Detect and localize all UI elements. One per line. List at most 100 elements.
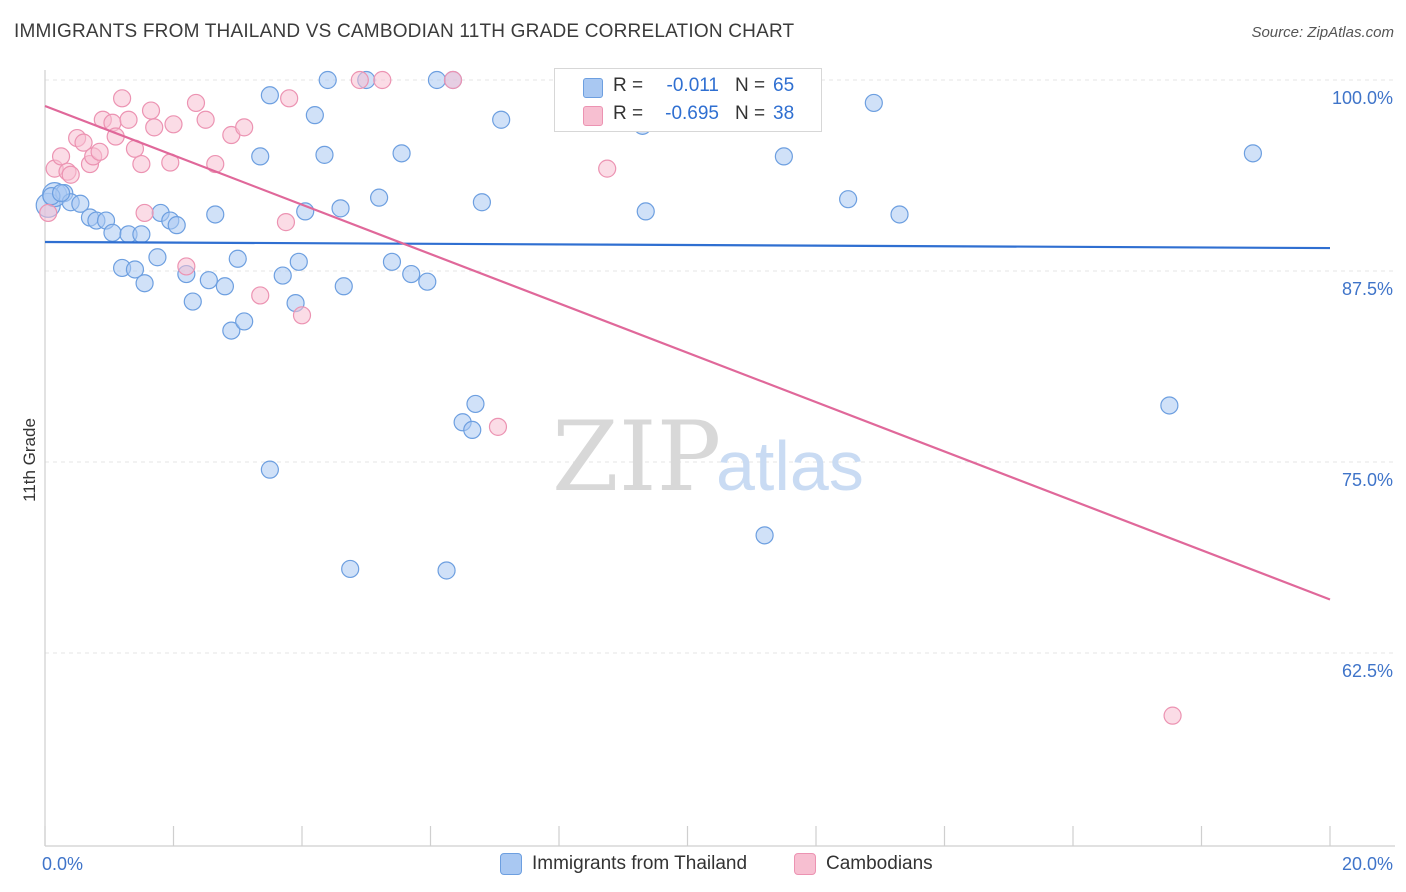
point-thailand — [437, 561, 456, 580]
point-thailand — [864, 93, 883, 113]
point-thailand — [839, 190, 858, 209]
legend-swatch-blue — [500, 853, 522, 875]
point-cambodian — [61, 165, 80, 184]
r-value: -0.011 — [666, 75, 719, 96]
correlation-legend: R = -0.011 N = 65 R = -0.695 N = 38 — [554, 68, 822, 132]
grid-lines — [45, 79, 1395, 654]
watermark: ZIP atlas — [552, 401, 864, 513]
point-cambodian — [145, 118, 164, 137]
point-thailand — [235, 312, 254, 331]
point-cambodian — [350, 70, 369, 90]
point-thailand — [148, 248, 167, 267]
point-cambodian — [443, 70, 463, 90]
point-thailand — [228, 249, 247, 268]
point-thailand — [636, 202, 655, 221]
legend-swatch-blue — [583, 78, 603, 98]
point-thailand — [103, 223, 122, 242]
legend-row-cambodians: R = -0.695 N = 38 — [555, 100, 821, 128]
point-thailand — [318, 70, 337, 90]
point-cambodian — [74, 133, 93, 152]
point-thailand — [472, 193, 491, 212]
trend-line-cambodians — [44, 104, 1331, 601]
point-thailand — [492, 110, 511, 129]
point-thailand — [315, 145, 334, 164]
point-cambodian — [132, 154, 151, 174]
point-cambodian — [112, 89, 132, 108]
point-thailand — [251, 147, 270, 166]
point-thailand — [51, 183, 71, 203]
point-cambodian — [251, 286, 270, 305]
n-value: 38 — [773, 103, 795, 124]
chart-title: IMMIGRANTS FROM THAILAND VS CAMBODIAN 11… — [14, 21, 795, 42]
y-tick-label: 75.0% — [1342, 470, 1393, 490]
x-tick-label: 20.0% — [1342, 854, 1393, 874]
point-thailand — [392, 144, 411, 163]
point-cambodian — [235, 118, 254, 137]
point-cambodian — [119, 110, 138, 129]
point-cambodian — [186, 93, 206, 113]
point-thailand — [427, 70, 447, 90]
point-cambodian — [177, 257, 196, 276]
source-label: Source: ZipAtlas.com — [1251, 24, 1394, 41]
y-tick-label: 62.5% — [1342, 661, 1393, 681]
watermark-atlas: atlas — [716, 427, 864, 505]
point-cambodian — [280, 89, 299, 108]
point-cambodian — [164, 115, 183, 134]
n-label: N = — [735, 103, 766, 124]
point-thailand — [206, 205, 225, 224]
point-thailand — [341, 559, 360, 579]
point-thailand — [260, 460, 279, 479]
n-label: N = — [735, 75, 766, 96]
point-thailand — [466, 394, 485, 414]
point-thailand — [199, 271, 218, 290]
point-cambodian — [90, 142, 109, 161]
point-cambodian — [276, 213, 296, 232]
watermark-zip: ZIP — [552, 401, 721, 513]
data-points — [35, 70, 1263, 725]
point-thailand — [755, 526, 774, 545]
point-thailand — [418, 272, 437, 291]
r-value: -0.695 — [665, 103, 719, 124]
r-label: R = — [613, 103, 644, 124]
point-thailand — [334, 277, 353, 296]
y-tick-label: 87.5% — [1342, 279, 1393, 299]
point-thailand — [774, 147, 793, 166]
point-thailand — [183, 292, 202, 311]
trend-line-thailand — [44, 240, 1331, 250]
point-cambodian — [196, 110, 215, 129]
point-thailand — [1160, 396, 1179, 415]
point-cambodian — [141, 101, 161, 120]
point-cambodian — [488, 417, 508, 436]
point-thailand — [382, 252, 402, 271]
point-thailand — [260, 86, 279, 105]
r-label: R = — [613, 75, 644, 96]
legend-label-cambodians: Cambodians — [826, 853, 933, 874]
n-value: 65 — [773, 75, 795, 96]
point-thailand — [222, 321, 241, 340]
legend-row-thailand: R = -0.011 N = 65 — [555, 72, 821, 100]
point-thailand — [135, 274, 154, 293]
point-cambodian — [1163, 706, 1182, 725]
point-thailand — [167, 216, 186, 235]
point-thailand — [1243, 144, 1263, 163]
point-thailand — [305, 106, 324, 125]
point-thailand — [71, 194, 90, 213]
legend-swatch-pink — [583, 106, 603, 126]
x-tick-label: 0.0% — [42, 854, 83, 874]
point-thailand — [215, 277, 234, 296]
point-thailand — [132, 225, 151, 244]
point-cambodian — [373, 70, 392, 90]
point-thailand — [273, 266, 292, 285]
point-cambodian — [598, 159, 617, 178]
legend-swatch-pink — [794, 853, 816, 875]
point-cambodian — [292, 306, 312, 325]
point-thailand — [370, 188, 389, 207]
point-thailand — [289, 252, 308, 271]
y-axis-label: 11th Grade — [20, 418, 39, 502]
point-thailand — [331, 199, 350, 218]
y-tick-label: 100.0% — [1332, 88, 1393, 108]
point-cambodian — [51, 147, 71, 166]
legend-label-thailand: Immigrants from Thailand — [532, 853, 748, 874]
tick-labels: 100.0% 87.5% 75.0% 62.5% 0.0% 20.0% — [42, 88, 1393, 874]
